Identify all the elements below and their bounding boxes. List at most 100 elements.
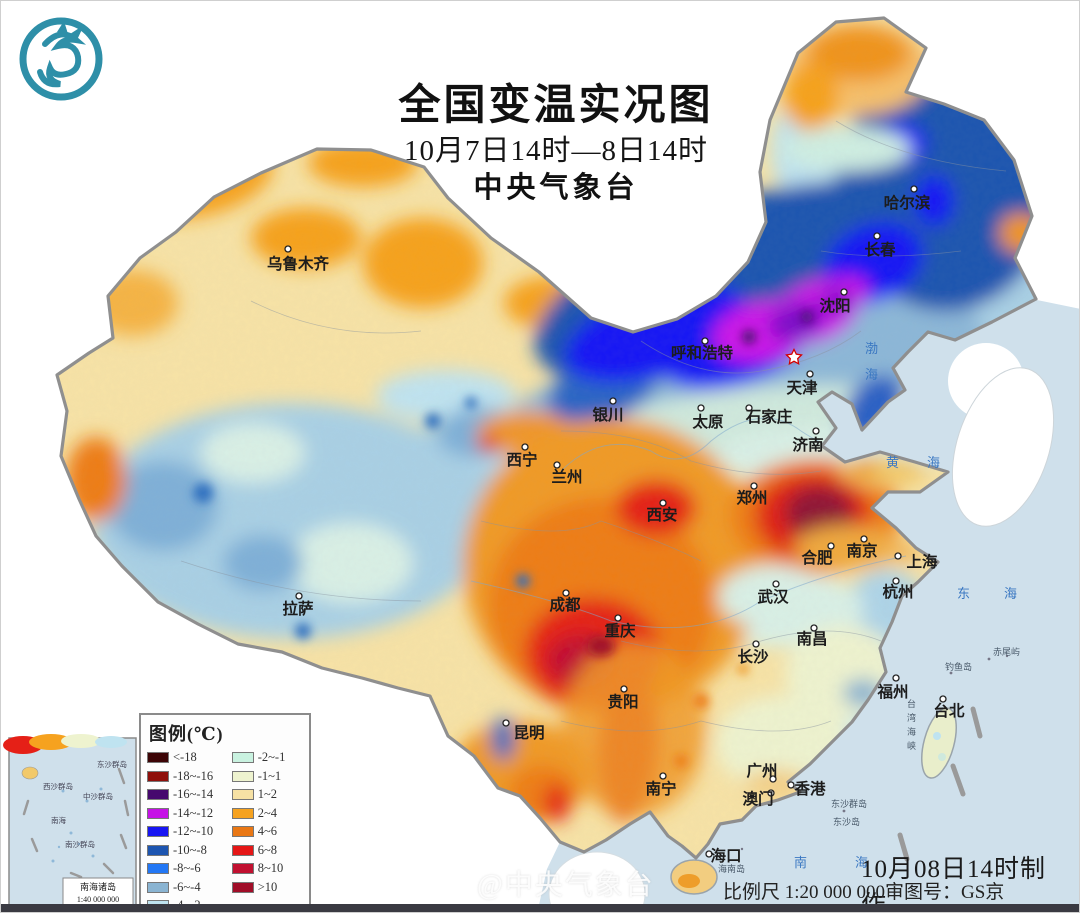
- city-label: 武汉: [757, 587, 789, 606]
- legend-item: 1~2: [231, 786, 303, 804]
- inset-title: 南海诸岛: [80, 881, 116, 892]
- city-marker-dot: [892, 674, 900, 682]
- city-label: 长沙: [737, 647, 769, 666]
- city-label: 呼和浩特: [671, 343, 734, 362]
- city-label: 西安: [646, 505, 677, 524]
- city-label: 南京: [846, 541, 877, 560]
- production-time: 10月08日14时制作: [861, 856, 1047, 913]
- city-label: 昆明: [513, 724, 544, 742]
- city-marker-dot: [812, 427, 820, 435]
- island-label: 东沙群岛: [831, 798, 867, 809]
- legend-item: -16~-14: [147, 786, 231, 804]
- city-marker-dot: [502, 719, 510, 727]
- legend-label: >10: [257, 879, 278, 894]
- sea-label: 南海: [794, 855, 916, 870]
- island-label: 南沙群岛: [65, 839, 95, 849]
- legend-label: -2~-1: [257, 750, 286, 765]
- island-label: 钓鱼岛: [945, 661, 972, 672]
- legend-label: -16~-14: [173, 787, 214, 802]
- city-label: 太原: [692, 412, 723, 431]
- cma-dragon-logo: [19, 17, 103, 101]
- city-marker-dot: [810, 624, 818, 632]
- legend-swatch: [231, 807, 254, 819]
- legend-item: <-18: [147, 749, 231, 767]
- legend-label: -6~-4: [173, 879, 201, 894]
- legend-swatch: [147, 807, 169, 819]
- city-marker-dot: [860, 535, 868, 543]
- bottom-bar: [1, 904, 1079, 912]
- city-label: 济南: [792, 435, 823, 454]
- inset-islets: [51, 787, 103, 863]
- sea-label: 东海: [957, 586, 1051, 601]
- legend-item: -8~-6: [147, 860, 231, 878]
- city-marker-dot: [697, 404, 705, 412]
- page-title: 全国变温实况图: [398, 83, 714, 129]
- legend-swatch: [231, 844, 254, 856]
- taiwan-island: [921, 707, 957, 779]
- legend-label: -8~-6: [173, 861, 201, 876]
- legend-swatch: [231, 789, 254, 801]
- legend-item: -1~1: [231, 768, 303, 786]
- legend-item: 2~4: [231, 805, 303, 823]
- city-label: 石家庄: [745, 407, 793, 426]
- city-label: 沈阳: [819, 296, 850, 315]
- city-label: 杭州: [882, 582, 913, 601]
- legend-swatch: [147, 844, 169, 856]
- legend-swatch: [147, 826, 169, 838]
- legend-swatch: [147, 881, 169, 893]
- city-marker-dot: [752, 640, 760, 648]
- city-label: 哈尔滨: [884, 193, 931, 212]
- capital-star-marker: [785, 348, 803, 366]
- city-label: 台北: [933, 701, 965, 720]
- city-marker-dot: [609, 397, 617, 405]
- legend-swatch: [147, 789, 169, 801]
- city-label: 重庆: [604, 621, 636, 640]
- city-marker-dot: [827, 542, 835, 550]
- city-marker-dot: [562, 589, 570, 597]
- city-label: 长春: [864, 240, 896, 259]
- island-label: 西沙群岛: [43, 781, 73, 791]
- legend-swatch: [231, 770, 254, 782]
- city-marker-dot: [614, 614, 622, 622]
- legend-item: 4~6: [231, 823, 303, 841]
- legend-item: 8~10: [231, 860, 303, 878]
- city-marker-dot: [295, 592, 303, 600]
- sea-boundary-dashes: [897, 706, 983, 862]
- legend-label: 1~2: [257, 787, 278, 802]
- china-border-outline: [55, 16, 1038, 860]
- legend-label: -18~-16: [173, 768, 214, 783]
- legend-swatch: [147, 752, 169, 764]
- island-label: 中沙群岛: [83, 791, 113, 801]
- legend-label: -10~-8: [173, 842, 207, 857]
- island-label: 东沙群岛: [97, 759, 127, 769]
- map-scale: 比例尺 1:20 000 000: [723, 882, 886, 903]
- legend-item: -2~-1: [231, 749, 303, 767]
- city-marker-dot: [892, 577, 900, 585]
- city-label: 拉萨: [282, 599, 314, 618]
- city-marker-dot: [894, 552, 902, 560]
- city-marker-dot: [284, 245, 292, 253]
- city-marker-dot: [806, 370, 814, 378]
- city-label: 香港: [794, 779, 826, 798]
- legend-item: -14~-12: [147, 805, 231, 823]
- city-marker-dot: [521, 443, 529, 451]
- weibo-icon: [430, 869, 469, 899]
- legend-swatch: [147, 770, 169, 782]
- city-marker-dot: [705, 850, 713, 858]
- legend-item: >10: [231, 879, 303, 897]
- legend: 图例(℃) <-18 -18~-16 -16~-14 -14~-12 -12~-10 -1…: [139, 713, 311, 912]
- city-marker-dot: [767, 789, 775, 797]
- city-label: 乌鲁木齐: [267, 254, 330, 273]
- watermark: @中央气象台: [429, 863, 655, 903]
- legend-label: -12~-10: [173, 824, 214, 839]
- hainan-island: [670, 859, 718, 895]
- valid-period: 10月7日14时—8日14时: [403, 135, 708, 167]
- legend-item: -6~-4: [147, 879, 231, 897]
- legend-label: -1~1: [257, 768, 282, 783]
